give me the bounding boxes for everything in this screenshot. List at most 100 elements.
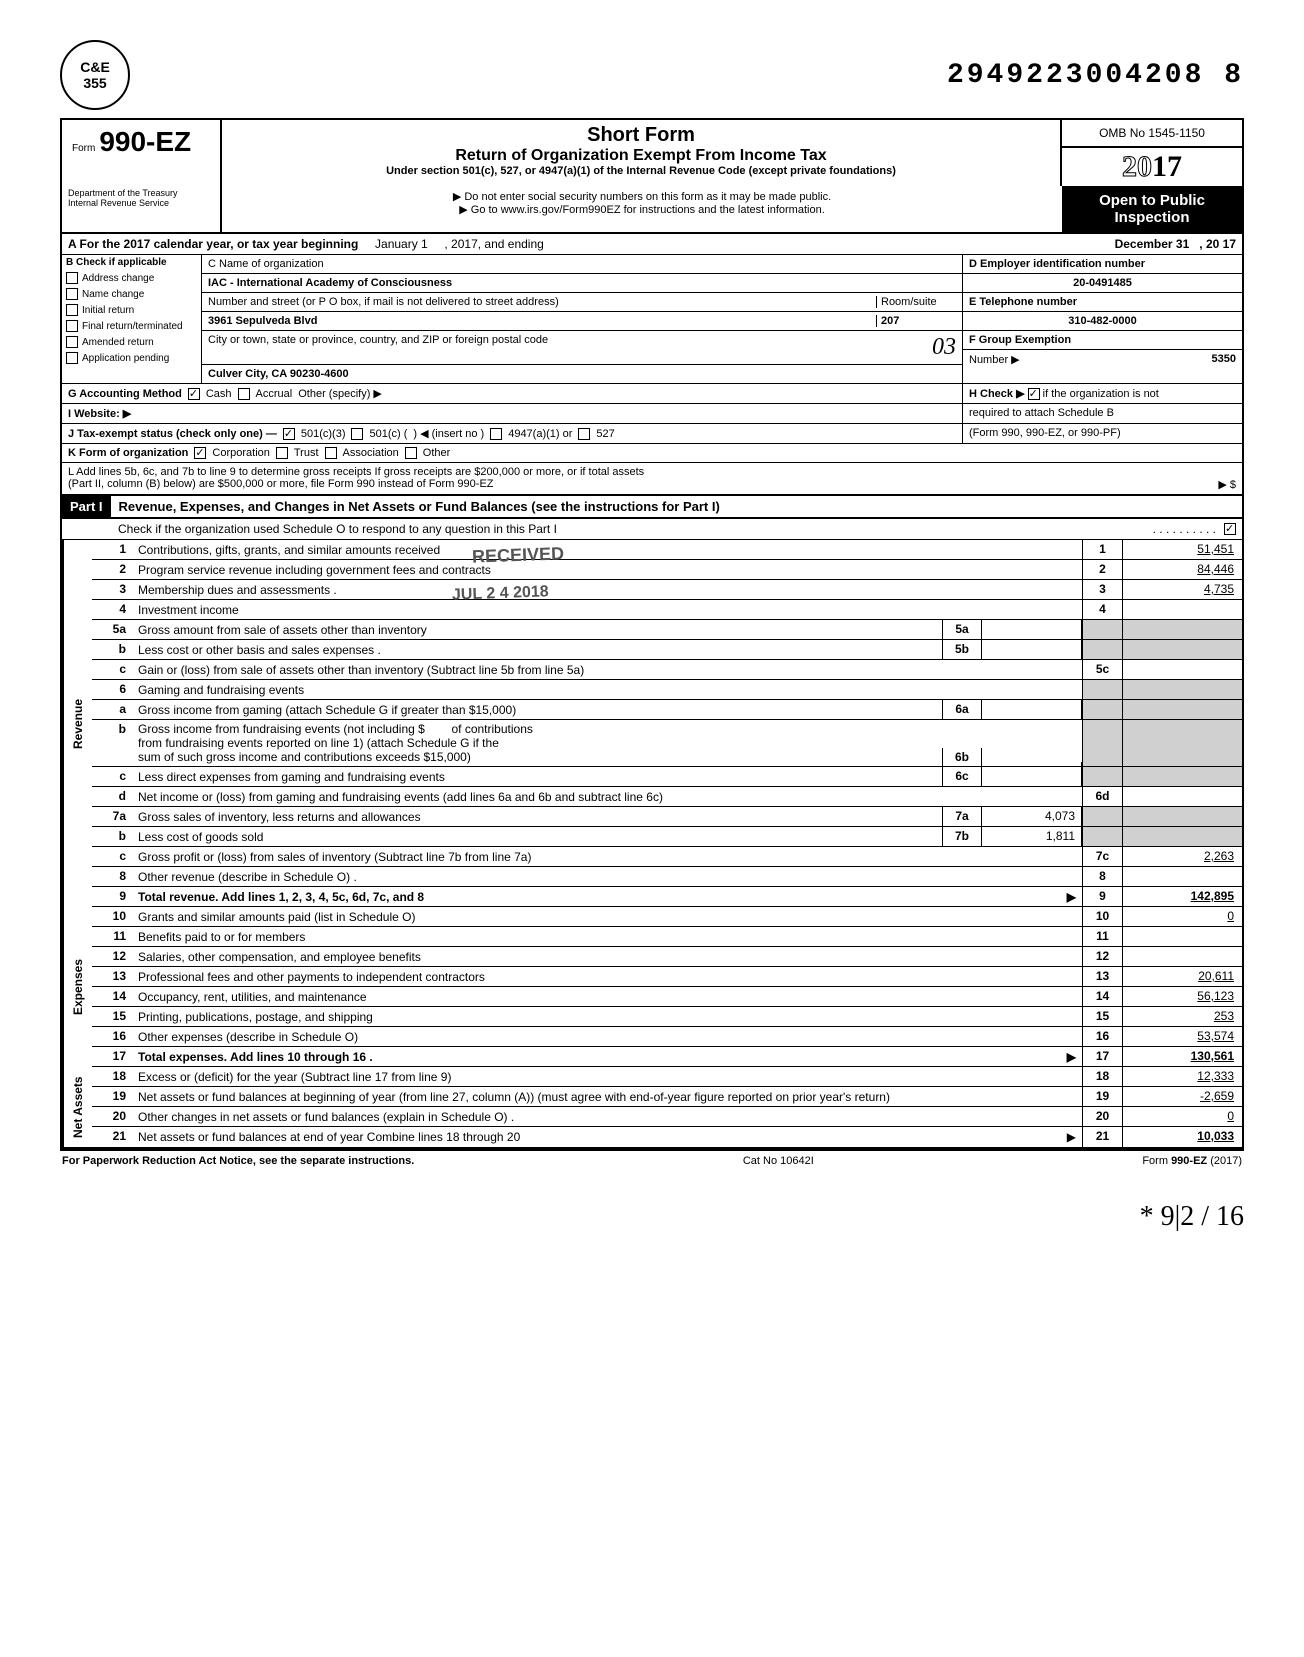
val-17: 130,561 — [1122, 1047, 1242, 1066]
val-15: 253 — [1122, 1007, 1242, 1026]
stamp-circle: C&E 355 — [60, 40, 130, 110]
line-l-arrow: ▶ $ — [1218, 478, 1236, 491]
val-16: 53,574 — [1122, 1027, 1242, 1046]
side-expenses: Expenses — [62, 907, 92, 1067]
org-city: Culver City, CA 90230-4600 — [208, 368, 349, 380]
part1-badge: Part I — [62, 496, 111, 517]
chk-final[interactable] — [66, 320, 78, 332]
part1-title: Revenue, Expenses, and Changes in Net As… — [111, 496, 728, 517]
val-12 — [1122, 947, 1242, 966]
val-1: 51,451 — [1122, 540, 1242, 559]
d-label: D Employer identification number — [963, 255, 1242, 274]
title-main: Short Form — [232, 124, 1050, 147]
g-label: G Accounting Method — [68, 388, 182, 400]
form-name: 990-EZ — [99, 126, 191, 158]
dept-line2: Internal Revenue Service — [68, 198, 214, 208]
val-14: 56,123 — [1122, 987, 1242, 1006]
val-6d — [1122, 787, 1242, 806]
chk-corp[interactable] — [194, 447, 206, 459]
org-street: 3961 Sepulveda Blvd — [208, 315, 876, 327]
org-name: IAC - International Academy of Conscious… — [208, 277, 452, 289]
chk-cash[interactable] — [188, 388, 200, 400]
footer-left: For Paperwork Reduction Act Notice, see … — [62, 1155, 414, 1167]
omb-number: OMB No 1545-1150 — [1062, 120, 1242, 148]
document-id: 2949223004208 8 — [947, 60, 1244, 91]
e-label: E Telephone number — [963, 293, 1242, 312]
val-7a: 4,073 — [982, 807, 1082, 826]
h-text3: (Form 990, 990-EZ, or 990-PF) — [962, 424, 1242, 443]
h-text1: if the organization is not — [1043, 388, 1159, 400]
side-revenue: Revenue — [62, 540, 92, 907]
f-num: 5350 — [1212, 353, 1236, 366]
chk-4947[interactable] — [490, 428, 502, 440]
val-2: 84,446 — [1122, 560, 1242, 579]
addr-label: Number and street (or P O box, if mail i… — [208, 296, 876, 308]
line-a-mid: , 2017, and ending — [444, 237, 543, 251]
f-label: F Group Exemption — [969, 334, 1071, 346]
dept-line1: Department of the Treasury — [68, 188, 214, 198]
line-l: L Add lines 5b, 6c, and 7b to line 9 to … — [68, 466, 1236, 478]
j-label: J Tax-exempt status (check only one) — — [68, 428, 277, 440]
chk-name[interactable] — [66, 288, 78, 300]
city-label: City or town, state or province, country… — [208, 334, 548, 361]
chk-accrual[interactable] — [238, 388, 250, 400]
public-l2: Inspection — [1068, 209, 1236, 226]
line-a-end-month: December 31 — [1115, 237, 1190, 251]
stamp-line2: 355 — [83, 75, 106, 91]
val-5c — [1122, 660, 1242, 679]
chk-address[interactable] — [66, 272, 78, 284]
chk-527[interactable] — [578, 428, 590, 440]
side-netassets: Net Assets — [62, 1067, 92, 1147]
line-a-begin: January 1 — [375, 237, 428, 251]
f-num-label: Number ▶ — [969, 353, 1020, 366]
h-label: H Check ▶ — [969, 388, 1025, 400]
chk-initial[interactable] — [66, 304, 78, 316]
val-20: 0 — [1122, 1107, 1242, 1126]
ein: 20-0491485 — [963, 274, 1242, 293]
chk-schedo[interactable] — [1224, 523, 1236, 535]
c-label: C Name of organization — [208, 258, 324, 270]
chk-pending[interactable] — [66, 352, 78, 364]
chk-trust[interactable] — [276, 447, 288, 459]
instr-note1: ▶ Do not enter social security numbers o… — [232, 190, 1052, 203]
tax-year: 20201717 — [1062, 148, 1242, 186]
check-b-header: B Check if applicable — [62, 255, 201, 270]
footer-right: Form 990-EZ (2017) — [1142, 1155, 1242, 1167]
org-room: 207 — [876, 315, 956, 327]
val-11 — [1122, 927, 1242, 946]
val-8 — [1122, 867, 1242, 886]
chk-assoc[interactable] — [325, 447, 337, 459]
stamp-line1: C&E — [80, 59, 110, 75]
val-7b: 1,811 — [982, 827, 1082, 846]
h-text2: required to attach Schedule B — [962, 404, 1242, 423]
room-label: Room/suite — [876, 296, 956, 308]
hand-initials: 03 — [932, 334, 956, 361]
title-sub: Return of Organization Exempt From Incom… — [232, 147, 1050, 165]
val-4 — [1122, 600, 1242, 619]
val-13: 20,611 — [1122, 967, 1242, 986]
chk-h[interactable] — [1028, 388, 1040, 400]
val-18: 12,333 — [1122, 1067, 1242, 1086]
val-21: 10,033 — [1122, 1127, 1242, 1147]
chk-501c3[interactable] — [283, 428, 295, 440]
val-19: -2,659 — [1122, 1087, 1242, 1106]
chk-501c[interactable] — [351, 428, 363, 440]
line-a-end-year: , 20 17 — [1199, 237, 1236, 251]
chk-other[interactable] — [405, 447, 417, 459]
title-section: Under section 501(c), 527, or 4947(a)(1)… — [232, 165, 1050, 177]
phone: 310-482-0000 — [963, 312, 1242, 331]
footer-mid: Cat No 10642I — [743, 1155, 814, 1167]
val-7c: 2,263 — [1122, 847, 1242, 866]
val-3: 4,735 — [1122, 580, 1242, 599]
chk-amended[interactable] — [66, 336, 78, 348]
val-10: 0 — [1122, 907, 1242, 926]
part1-check-label: Check if the organization used Schedule … — [118, 522, 557, 536]
line-i: I Website: ▶ — [62, 404, 962, 423]
val-9: 142,895 — [1122, 887, 1242, 906]
instr-note2: ▶ Go to www.irs.gov/Form990EZ for instru… — [232, 203, 1052, 216]
line-l2: (Part II, column (B) below) are $500,000… — [68, 478, 494, 491]
form-prefix: Form — [72, 143, 95, 154]
public-l1: Open to Public — [1068, 192, 1236, 209]
hand-note: * 9|2 / 16 — [60, 1201, 1244, 1233]
line-a-label: A For the 2017 calendar year, or tax yea… — [68, 237, 358, 251]
